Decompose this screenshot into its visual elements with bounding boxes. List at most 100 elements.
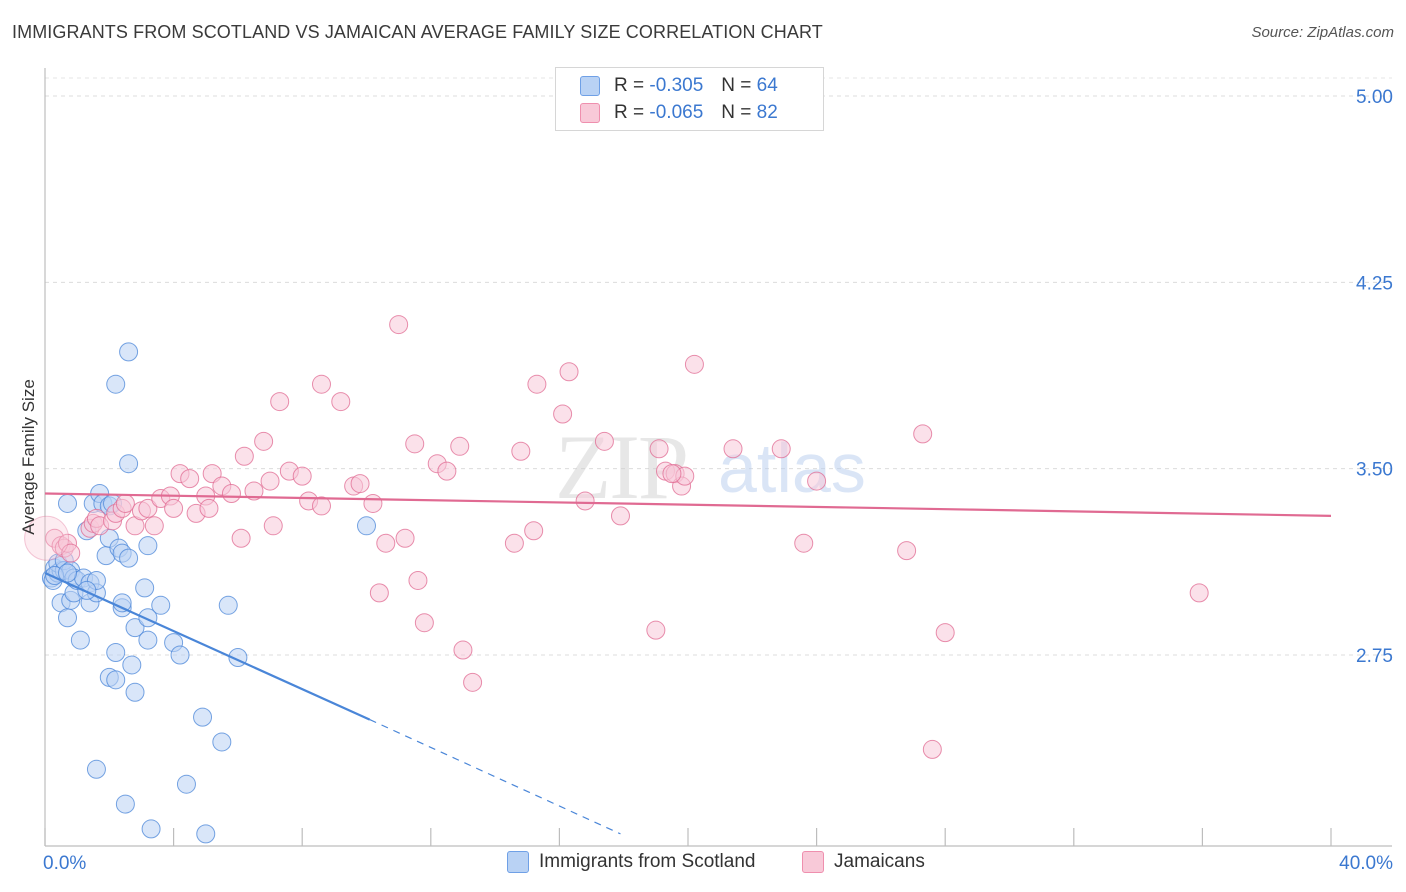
data-point xyxy=(559,362,579,382)
stats-legend: R = -0.305 N = 64 R = -0.065 N = 82 xyxy=(555,67,824,131)
watermark-atlas: atlas xyxy=(718,429,866,507)
grid-lines xyxy=(45,77,1392,656)
legend-item-scotland[interactable]: Immigrants from Scotland xyxy=(507,851,755,873)
data-point xyxy=(119,342,139,362)
axes xyxy=(44,68,1392,847)
data-point xyxy=(794,533,814,553)
data-point xyxy=(234,446,254,466)
axis-labels: 2.75 3.50 4.25 5.00 0.0% 40.0% Average Family … xyxy=(19,87,1393,874)
data-point xyxy=(151,595,171,615)
data-point xyxy=(311,374,331,394)
data-point xyxy=(144,516,164,536)
data-point xyxy=(408,570,428,590)
legend-item-jamaicans[interactable]: Jamaicans xyxy=(802,851,925,873)
legend-swatch-scotland xyxy=(507,851,529,873)
data-point xyxy=(218,595,238,615)
data-point xyxy=(662,464,682,484)
data-point xyxy=(180,469,200,489)
data-point xyxy=(935,623,955,643)
data-point xyxy=(125,682,145,702)
y-tick-label: 2.75 xyxy=(1356,646,1393,667)
data-point xyxy=(263,516,283,536)
legend-n-value: 82 xyxy=(756,102,778,123)
data-point xyxy=(119,454,139,474)
data-point xyxy=(135,578,155,598)
data-point xyxy=(244,481,264,501)
data-point xyxy=(357,516,376,536)
data-point xyxy=(231,528,251,548)
data-point xyxy=(199,498,219,518)
data-point xyxy=(221,484,241,504)
data-point xyxy=(897,541,917,561)
data-point xyxy=(649,439,669,459)
data-point xyxy=(437,461,457,481)
data-point xyxy=(119,548,139,568)
data-point xyxy=(58,493,78,513)
data-point xyxy=(363,493,383,513)
data-point xyxy=(122,655,142,675)
data-point xyxy=(646,620,666,640)
data-point xyxy=(511,441,531,461)
data-point xyxy=(684,354,704,374)
data-point xyxy=(922,739,942,759)
data-point xyxy=(193,707,213,727)
legend-swatch-jamaicans xyxy=(580,103,600,123)
data-point xyxy=(723,439,743,459)
data-point xyxy=(115,493,135,513)
trend-line-jamaicans xyxy=(44,492,1332,517)
legend-swatch-jamaicans xyxy=(802,851,824,873)
data-point xyxy=(331,392,351,412)
legend-n-label: N = xyxy=(721,102,752,123)
data-point xyxy=(164,498,184,518)
data-point xyxy=(176,774,196,794)
legend-swatch-scotland xyxy=(580,76,600,96)
trend-line-scotland-extrapolated xyxy=(369,719,621,835)
watermark: ZIP atlas xyxy=(555,416,866,518)
legend-r-label: R = xyxy=(614,75,645,96)
data-point xyxy=(106,670,126,690)
series-scotland-points xyxy=(41,342,376,844)
legend-label-jamaicans: Jamaicans xyxy=(834,851,925,872)
y-tick-label: 3.50 xyxy=(1356,460,1393,481)
data-point xyxy=(376,533,396,553)
data-point xyxy=(553,404,573,424)
data-point xyxy=(527,374,547,394)
data-point xyxy=(196,824,216,844)
data-point xyxy=(453,640,473,660)
data-point xyxy=(610,506,630,526)
data-point xyxy=(77,580,97,600)
series-legend: Immigrants from Scotland Jamaicans xyxy=(0,851,1406,877)
data-point xyxy=(389,315,409,335)
data-point xyxy=(58,608,78,628)
trend-lines xyxy=(44,492,1332,835)
legend-r-label: R = xyxy=(614,102,645,123)
data-point xyxy=(254,431,274,451)
data-point xyxy=(138,536,158,556)
chart-title: IMMIGRANTS FROM SCOTLAND VS JAMAICAN AVE… xyxy=(12,22,823,42)
data-point-large xyxy=(24,515,70,561)
data-point xyxy=(1189,583,1209,603)
data-point xyxy=(125,618,145,638)
data-point xyxy=(524,521,544,541)
data-point xyxy=(61,543,81,563)
legend-n-value: 64 xyxy=(756,75,778,96)
data-point xyxy=(270,392,290,412)
data-point xyxy=(450,436,470,456)
data-point xyxy=(350,474,370,494)
data-point xyxy=(138,498,158,518)
legend-label-scotland: Immigrants from Scotland xyxy=(539,851,756,872)
data-point xyxy=(463,672,483,692)
x-tick-label-max: 40.0% xyxy=(1339,853,1393,874)
data-point xyxy=(369,583,389,603)
source-label: Source: ZipAtlas.com xyxy=(1251,24,1394,41)
data-point xyxy=(106,374,126,394)
data-point xyxy=(311,496,331,516)
data-point xyxy=(138,630,158,650)
data-point xyxy=(913,424,933,444)
data-point xyxy=(170,645,190,665)
data-point xyxy=(414,613,434,633)
series-jamaicans-points xyxy=(24,315,1209,759)
data-point xyxy=(405,434,425,454)
data-point xyxy=(771,439,791,459)
y-tick-label: 5.00 xyxy=(1356,87,1393,108)
